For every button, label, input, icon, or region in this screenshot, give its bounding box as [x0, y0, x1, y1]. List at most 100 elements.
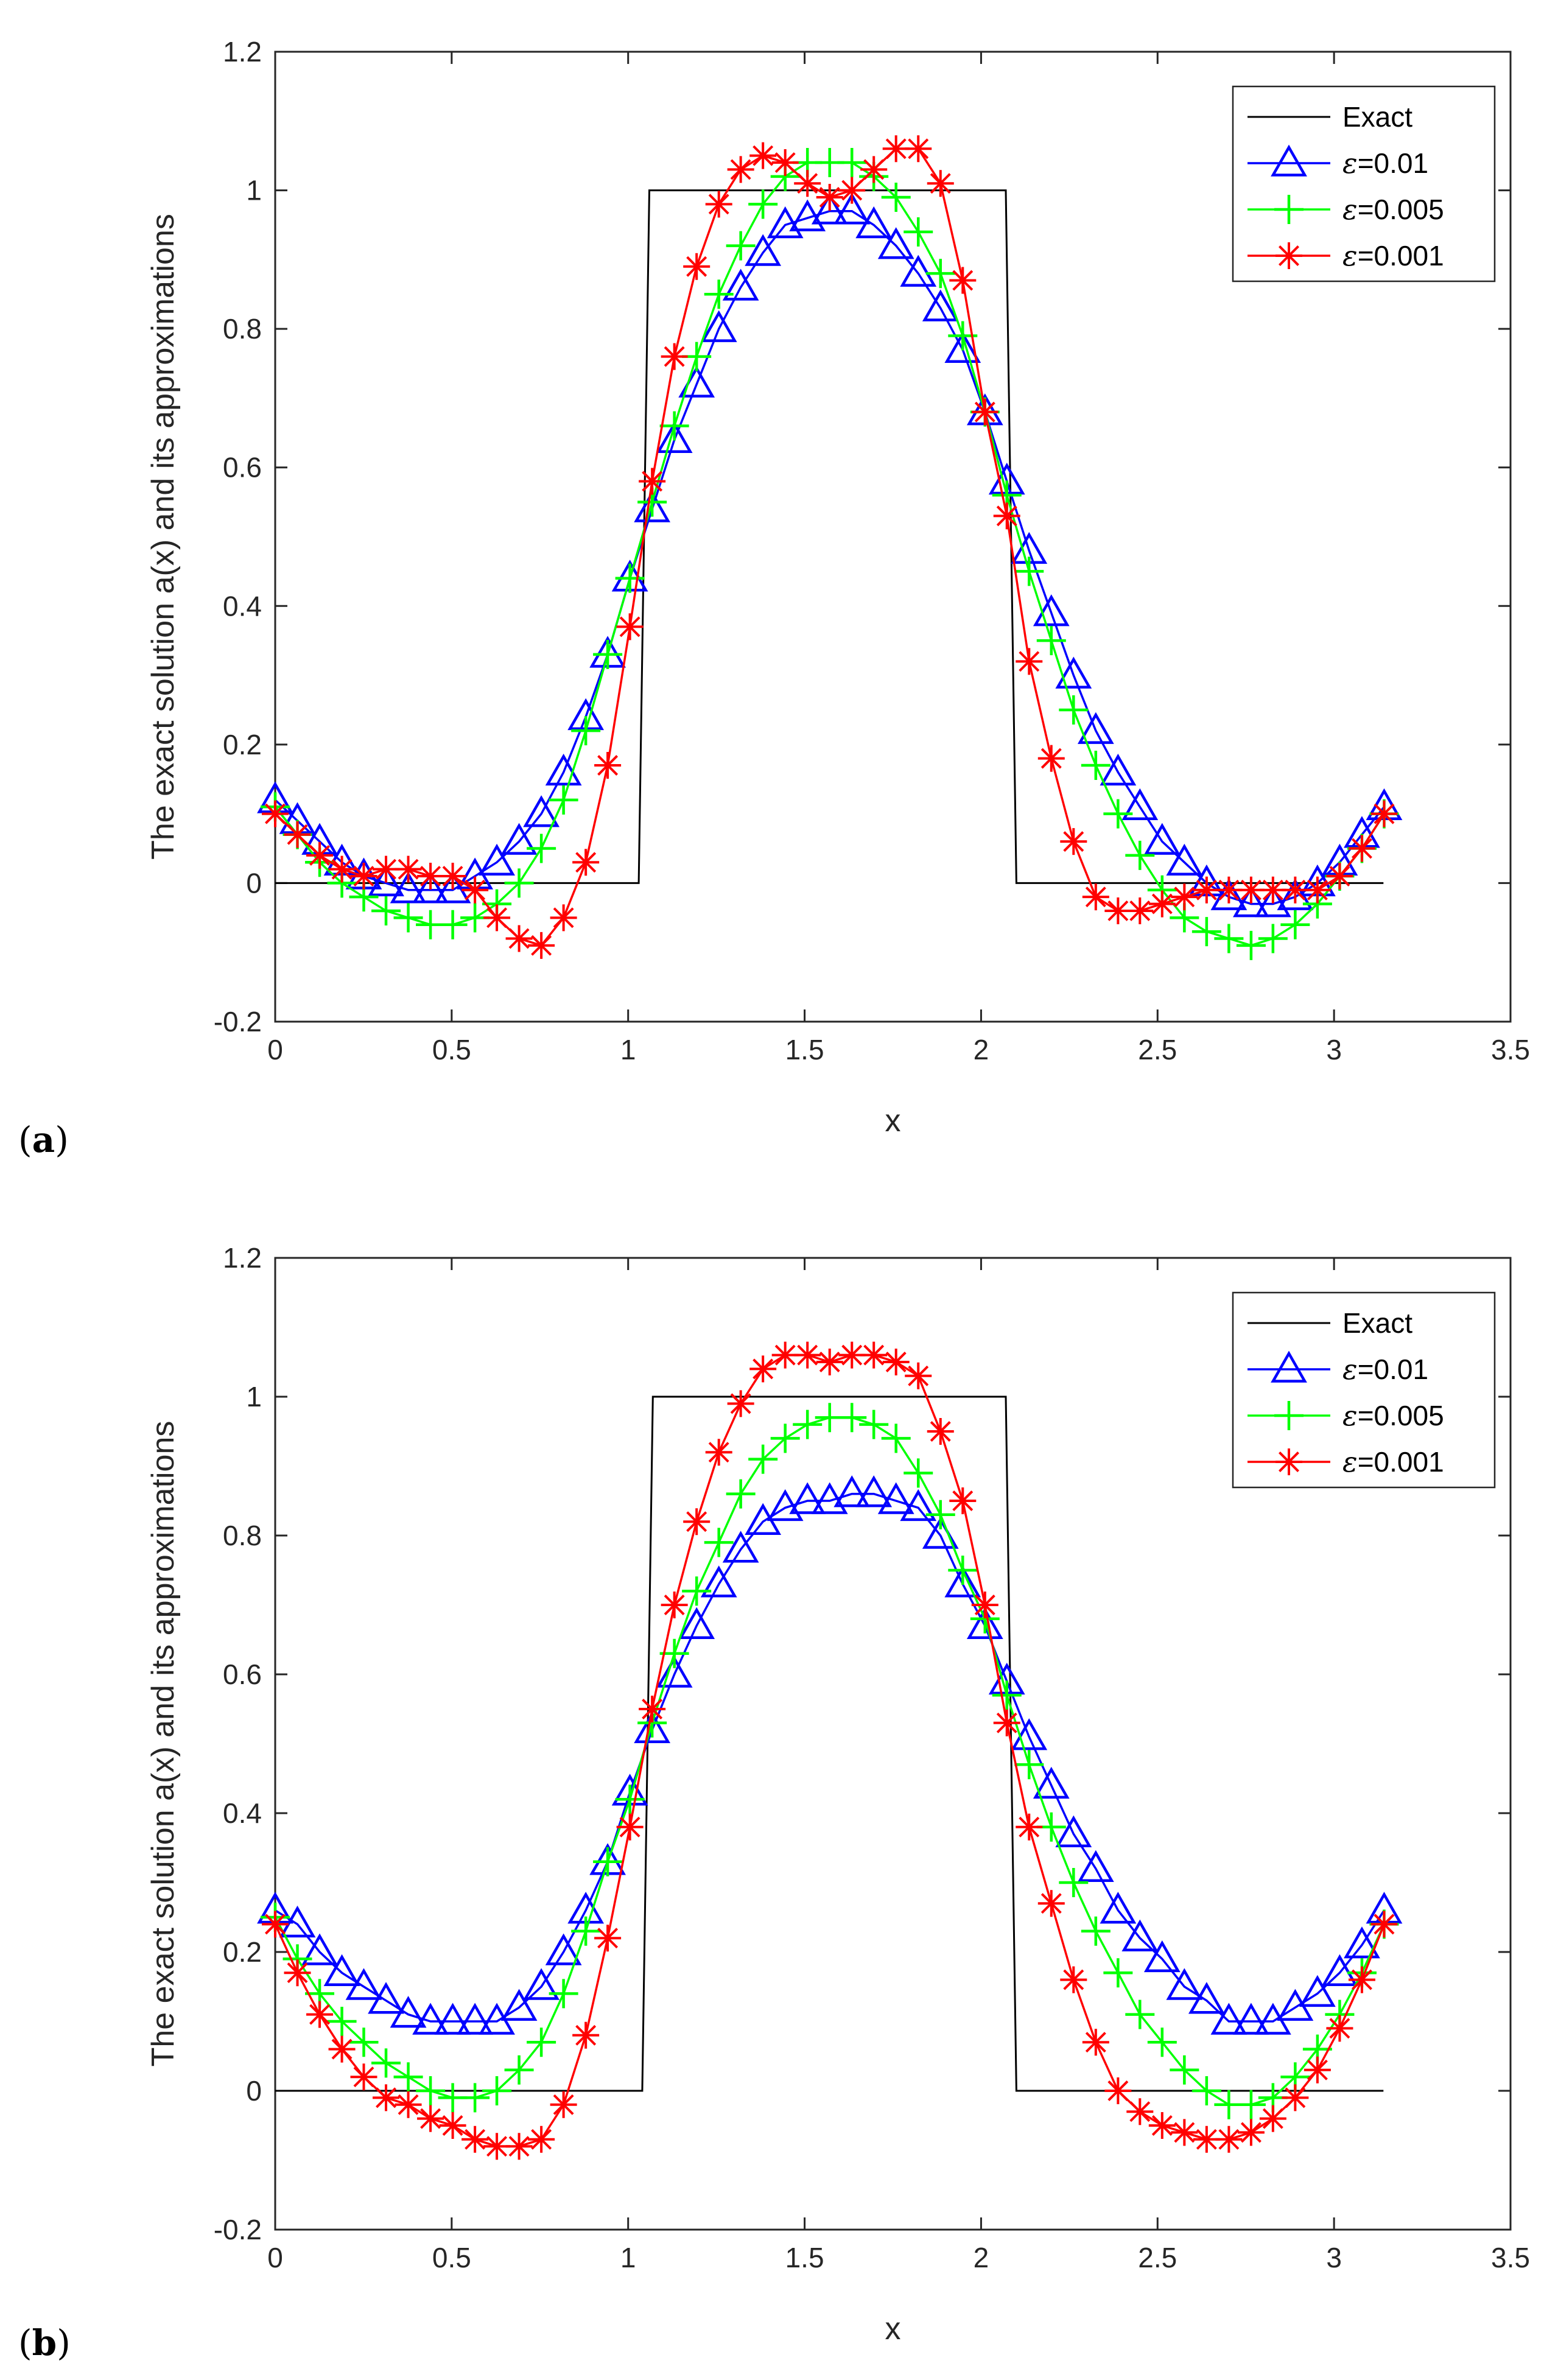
data-point-asterisk: [771, 149, 799, 177]
data-point-asterisk: [683, 253, 711, 280]
data-point-asterisk: [1104, 897, 1132, 924]
data-point-asterisk-ray: [376, 858, 397, 880]
data-point-asterisk-ray: [442, 866, 463, 887]
y-tick-label: 0: [246, 867, 262, 899]
data-point-asterisk-ray: [508, 928, 530, 949]
data-point-asterisk-ray: [619, 616, 640, 637]
legend-label: Exact: [1342, 1307, 1412, 1339]
data-point-plus: [948, 1556, 978, 1585]
legend-entry: ε=0.005: [1247, 1399, 1444, 1432]
data-point-triangle: [700, 1565, 737, 1598]
data-point-asterisk: [1016, 648, 1043, 675]
y-tick-label: 1.2: [223, 1242, 262, 1274]
data-point-asterisk: [771, 1341, 799, 1369]
data-point-plus: [1147, 2027, 1177, 2057]
data-point-asterisk-ray: [974, 1595, 995, 1615]
data-point-asterisk-ray: [1174, 886, 1195, 908]
data-point-asterisk: [971, 398, 998, 426]
data-point-plus: [549, 1979, 578, 2009]
data-point-plus: [726, 1479, 756, 1509]
data-point-plus: [992, 1680, 1022, 1710]
data-point-plus: [1036, 626, 1066, 656]
legend-marker-plus: [1274, 195, 1304, 224]
x-tick-label: 0: [267, 1034, 283, 1065]
data-point-asterisk: [794, 1341, 821, 1369]
data-point-asterisk-ray: [642, 1699, 663, 1719]
data-point-asterisk: [1060, 1966, 1087, 1993]
data-point-asterisk: [838, 177, 866, 204]
data-point-asterisk: [927, 170, 954, 197]
data-point-asterisk-ray: [730, 159, 751, 180]
data-point-triangle: [1233, 885, 1269, 918]
data-point-asterisk: [1348, 835, 1375, 862]
data-point-asterisk-ray: [508, 2136, 530, 2157]
data-point-asterisk-ray: [664, 346, 685, 367]
data-point-plus: [1081, 750, 1111, 780]
data-point-asterisk-ray: [753, 145, 774, 166]
x-tick-label: 2.5: [1138, 1034, 1177, 1065]
data-point-asterisk: [1370, 800, 1398, 827]
data-point-triangle: [1121, 1919, 1159, 1951]
data-point-triangle: [1210, 878, 1247, 910]
data-point-triangle: [1033, 1766, 1070, 1799]
data-point-asterisk: [328, 855, 356, 883]
data-point-asterisk: [550, 904, 577, 932]
data-point-asterisk-ray: [930, 1421, 951, 1442]
data-point-asterisk-ray: [1218, 879, 1240, 900]
data-point-asterisk: [505, 2133, 533, 2160]
y-tick-label: 0.8: [223, 313, 262, 345]
data-point-asterisk-ray: [575, 852, 597, 873]
data-point-asterisk: [860, 1341, 888, 1369]
data-point-plus: [527, 2027, 556, 2057]
data-point-plus: [1214, 924, 1244, 953]
data-point-asterisk: [661, 343, 688, 370]
data-point-triangle: [368, 864, 404, 897]
data-point-plus: [859, 1409, 889, 1439]
data-point-triangle: [500, 823, 538, 855]
data-point-plus: [1014, 1750, 1044, 1780]
data-point-triangle: [523, 795, 560, 827]
y-tick-label: 1.2: [223, 36, 262, 68]
data-point-asterisk: [395, 2091, 422, 2118]
data-point-asterisk-ray: [309, 844, 331, 866]
data-point-asterisk-ray: [1196, 2129, 1217, 2150]
data-point-asterisk-ray: [1196, 879, 1217, 900]
data-point-triangle: [767, 1489, 804, 1522]
data-point-asterisk-ray: [1107, 900, 1129, 921]
data-point-asterisk-ray: [309, 2004, 331, 2025]
data-point-asterisk: [1259, 2105, 1286, 2132]
data-point-asterisk-ray: [863, 159, 885, 180]
data-point-asterisk-ray: [1218, 2129, 1240, 2150]
data-point-asterisk-ray: [1329, 2018, 1350, 2039]
data-point-plus: [371, 2048, 401, 2078]
x-tick-label: 3: [1326, 1034, 1342, 1065]
data-point-plus: [1170, 2055, 1199, 2085]
data-point-asterisk-ray: [1107, 2080, 1129, 2101]
data-point-asterisk-ray: [597, 755, 619, 776]
data-point-asterisk-ray: [1085, 2032, 1106, 2053]
data-point-asterisk-ray: [353, 866, 374, 887]
y-tick-label: 1: [246, 1381, 262, 1413]
x-axis-label: x: [885, 1103, 901, 1139]
data-point-asterisk: [1304, 876, 1331, 904]
data-point-triangle: [722, 269, 759, 301]
chart-panel-b: 0 0.5 1 1.5 2 2.5 3 3.5-0.200.20.40.60.811.2xTh…: [18, 1242, 1530, 2364]
x-tick-label: 0.5: [432, 2242, 471, 2273]
panel-label: (b): [18, 2322, 71, 2364]
legend-marker-asterisk-ray: [1279, 1452, 1299, 1472]
data-point-plus: [593, 1847, 623, 1876]
data-point-triangle: [833, 1475, 871, 1508]
series-asterisk: [262, 135, 1398, 959]
data-point-asterisk: [483, 2133, 511, 2160]
data-point-triangle: [789, 1482, 826, 1514]
data-point-asterisk: [1171, 2119, 1198, 2146]
x-tick-label: 1: [620, 1034, 636, 1065]
data-point-asterisk-ray: [465, 2129, 486, 2150]
data-point-triangle: [877, 1482, 914, 1514]
legend: Exact ε=0.01 ε=0.005 ε=0.001: [1232, 85, 1496, 283]
x-tick-label: 3.5: [1491, 1034, 1530, 1065]
data-point-asterisk-ray: [331, 858, 353, 880]
legend-entry: ε=0.001: [1247, 239, 1444, 272]
data-point-asterisk-ray: [465, 879, 486, 900]
data-point-asterisk: [373, 2084, 400, 2111]
